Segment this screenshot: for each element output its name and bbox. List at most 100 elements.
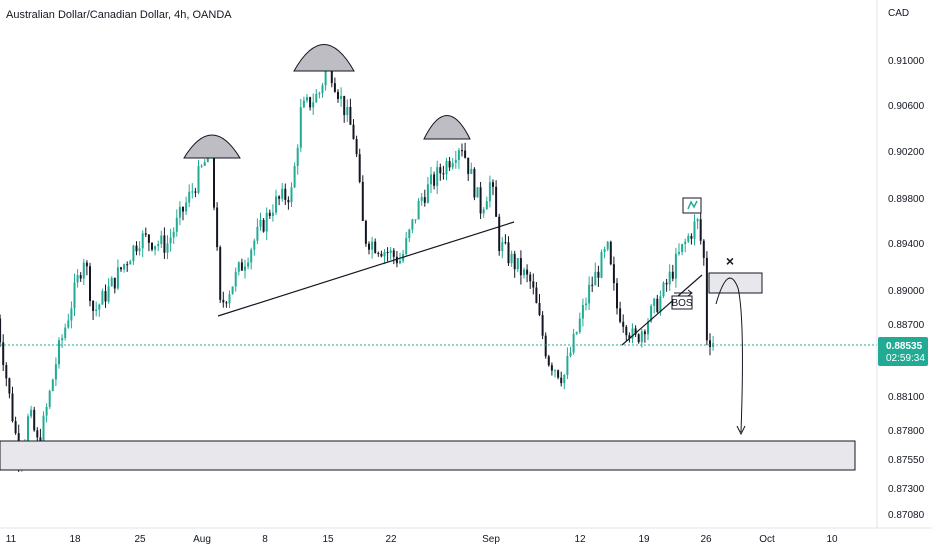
candle-up xyxy=(237,262,240,272)
candle-down xyxy=(612,264,615,284)
time-tick-label: 26 xyxy=(700,534,712,545)
candle-up xyxy=(516,258,519,270)
price-tick-label: 0.88100 xyxy=(888,392,925,403)
candle-down xyxy=(85,262,88,267)
candle-up xyxy=(563,374,566,384)
candle-down xyxy=(665,282,668,285)
candle-down xyxy=(547,356,550,366)
candle-up xyxy=(296,147,299,167)
candle-down xyxy=(423,197,426,203)
candle-down xyxy=(705,257,708,341)
candle-down xyxy=(699,219,702,241)
candle-down xyxy=(309,97,312,108)
candle-up xyxy=(588,284,591,304)
candle-up xyxy=(324,69,327,86)
price-axis[interactable]: 0.91000 0.90600 0.90200 0.89800 0.89400 0.890… xyxy=(888,56,925,521)
candle-down xyxy=(473,168,476,198)
candle-down xyxy=(240,262,243,271)
candle-down xyxy=(343,95,346,116)
signal-icon-glyph xyxy=(687,200,698,210)
candle-down xyxy=(519,258,522,276)
candle-up xyxy=(321,85,324,94)
candle-up xyxy=(340,95,343,99)
candle-up xyxy=(253,240,256,250)
candle-down xyxy=(461,150,463,152)
candle-up xyxy=(501,242,504,251)
left-shoulder-marker[interactable] xyxy=(183,134,241,159)
candle-up xyxy=(48,390,51,407)
candle-down xyxy=(442,173,445,175)
price-tick-label: 0.87550 xyxy=(888,455,925,466)
time-tick-label: Oct xyxy=(759,534,775,545)
signal-icon[interactable] xyxy=(682,197,702,214)
candle-up xyxy=(293,166,296,188)
head-marker[interactable] xyxy=(293,44,355,72)
price-tick-label: 0.87300 xyxy=(888,484,925,495)
candle-down xyxy=(544,335,547,357)
candle-up xyxy=(569,352,572,357)
candle-down xyxy=(14,421,17,434)
demand-zone[interactable] xyxy=(0,440,856,471)
candle-up xyxy=(581,305,584,319)
candle-down xyxy=(550,365,553,371)
candle-down xyxy=(439,167,442,174)
candle-down xyxy=(225,302,228,304)
candle-up xyxy=(684,241,687,245)
candle-up xyxy=(95,309,98,311)
projection-arrow[interactable] xyxy=(715,277,743,433)
candle-down xyxy=(395,256,398,264)
candle-down xyxy=(538,303,541,316)
candle-up xyxy=(426,184,429,203)
candle-down xyxy=(507,242,510,264)
candle-down xyxy=(120,267,122,270)
neckline[interactable] xyxy=(217,221,515,317)
candle-up xyxy=(430,174,432,185)
candle-up xyxy=(436,167,439,186)
candle-up xyxy=(169,237,172,244)
candle-up xyxy=(138,248,141,252)
candle-down xyxy=(337,91,339,99)
candle-up xyxy=(668,271,671,285)
price-tick-label: 0.91000 xyxy=(888,56,925,67)
price-tag xyxy=(878,337,928,366)
candle-up xyxy=(554,370,556,372)
candle-up xyxy=(681,244,684,253)
candle-up xyxy=(64,327,67,339)
candle-down xyxy=(216,207,219,248)
right-shoulder-marker[interactable] xyxy=(423,115,471,140)
candle-up xyxy=(129,261,132,265)
candle-up xyxy=(281,188,284,199)
candle-up xyxy=(101,291,104,305)
candle-up xyxy=(659,296,662,312)
candle-up xyxy=(312,102,315,108)
candle-down xyxy=(709,340,711,347)
candle-down xyxy=(643,331,646,335)
candle-up xyxy=(271,212,274,217)
candle-up xyxy=(408,229,411,239)
rising-trendline[interactable] xyxy=(621,274,703,346)
candle-up xyxy=(674,253,677,279)
candle-up xyxy=(572,333,575,353)
candle-up xyxy=(414,219,417,221)
candle-down xyxy=(616,283,618,309)
candle-up xyxy=(197,166,200,193)
candle-down xyxy=(628,335,631,339)
time-tick-label: Sep xyxy=(482,534,500,545)
candle-down xyxy=(464,150,467,158)
candle-down xyxy=(541,315,544,336)
candle-down xyxy=(671,271,674,279)
candle-down xyxy=(656,298,659,312)
candle-down xyxy=(386,251,389,253)
candle-up xyxy=(157,244,160,246)
bos-label-box[interactable] xyxy=(671,295,693,310)
candle-down xyxy=(330,60,333,84)
candle-down xyxy=(213,151,215,208)
candle-down xyxy=(0,318,2,343)
candle-up xyxy=(606,241,609,250)
candle-down xyxy=(479,187,482,214)
candle-down xyxy=(526,269,529,275)
candle-up xyxy=(445,161,448,175)
candle-down xyxy=(36,430,39,438)
time-axis[interactable]: 11 18 25 Aug 8 15 22 Sep 12 19 26 Oct 10 xyxy=(6,534,838,545)
